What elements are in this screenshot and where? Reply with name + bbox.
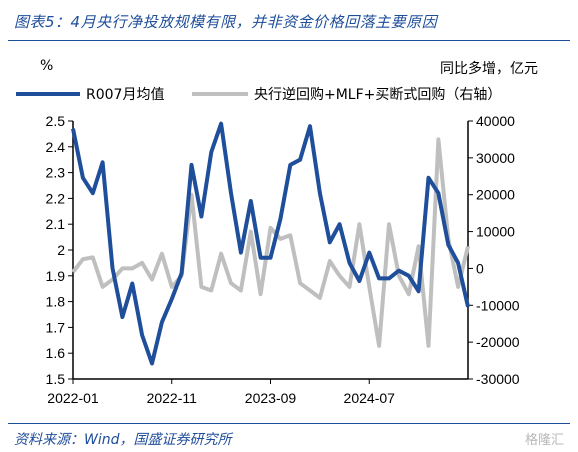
title-rule: [8, 40, 570, 41]
chart-title: 图表5：4月央行净投放规模有限，并非资金价格回落主要原因: [14, 13, 438, 31]
source-rule: [8, 423, 570, 424]
right-tick-label: -30000: [476, 371, 520, 387]
right-tick-label: 10000: [476, 224, 515, 240]
left-tick-label: 1.6: [46, 345, 66, 361]
left-tick-label: 2.2: [46, 190, 66, 206]
right-tick-label: 40000: [476, 113, 515, 129]
legend-label-r007: R007月均值: [86, 87, 164, 103]
left-tick-label: 1.5: [46, 371, 66, 387]
x-tick-label: 2024-07: [344, 390, 396, 406]
right-tick-label: -10000: [476, 297, 520, 313]
x-tick-label: 2022-01: [47, 390, 99, 406]
left-tick-label: 2.3: [46, 165, 66, 181]
series-line-omo-mlf: [71, 137, 470, 348]
watermark-logo: 格隆汇: [524, 433, 564, 448]
left-tick-label: 2.4: [46, 139, 66, 155]
series-line-r007: [71, 121, 470, 366]
right-tick-label: 20000: [476, 187, 515, 203]
left-tick-label: 1.7: [46, 319, 66, 335]
x-tick-label: 2022-11: [147, 390, 198, 406]
right-tick-label: 0: [476, 260, 484, 276]
left-tick-label: 2.1: [46, 216, 66, 232]
right-tick-label: 30000: [476, 150, 515, 166]
right-tick-label: -20000: [476, 334, 520, 350]
source-note: 资料来源：Wind，国盛证券研究所: [14, 432, 232, 448]
left-tick-label: 2.5: [46, 113, 66, 129]
right-axis-unit: 同比多增，亿元: [440, 61, 538, 77]
left-tick-label: 1.8: [46, 294, 66, 310]
x-tick-label: 2023-09: [245, 390, 297, 406]
left-tick-label: 1.9: [46, 268, 66, 284]
legend-label-omo-mlf: 央行逆回购+MLF+买断式回购（右轴）: [254, 87, 501, 103]
left-axis-unit: %: [40, 58, 54, 74]
left-tick-label: 2: [57, 242, 65, 258]
